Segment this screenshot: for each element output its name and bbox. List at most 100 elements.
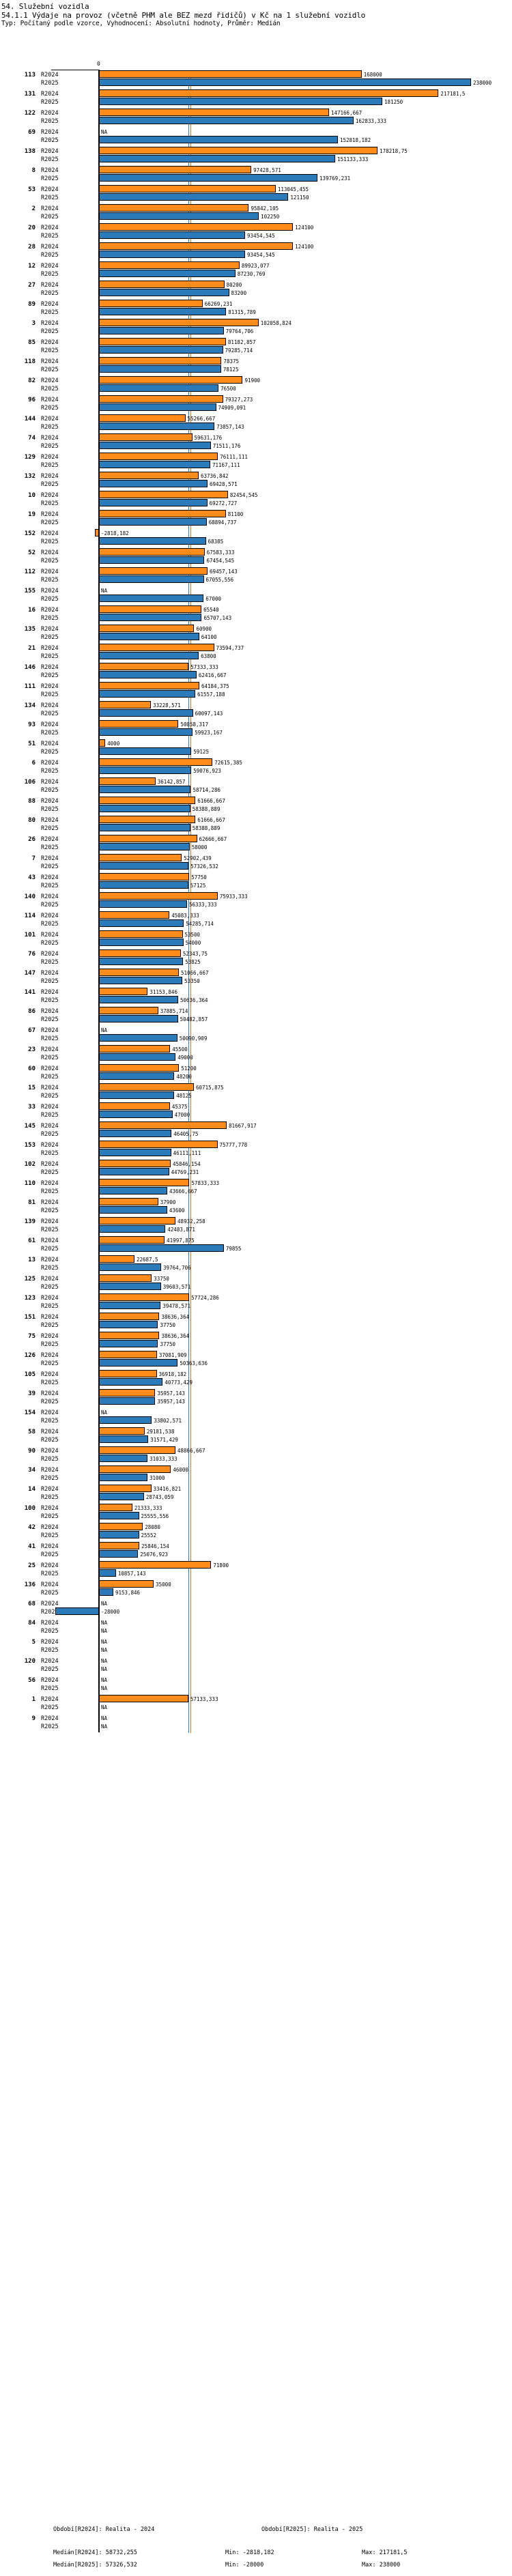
- bar-r2025[interactable]: [99, 939, 184, 946]
- bar-r2024[interactable]: [99, 969, 179, 976]
- bar-r2024[interactable]: [99, 109, 329, 116]
- bar-r2024[interactable]: [99, 625, 195, 632]
- bar-r2025[interactable]: [99, 786, 191, 793]
- bar-r2024[interactable]: [99, 510, 226, 517]
- bar-r2025[interactable]: [99, 1531, 139, 1539]
- bar-r2025[interactable]: [99, 1244, 224, 1252]
- bar-r2025[interactable]: [99, 671, 197, 678]
- bar-r2024[interactable]: [99, 1217, 176, 1225]
- bar-r2025[interactable]: [99, 556, 205, 564]
- bar-r2025[interactable]: [99, 862, 189, 870]
- bar-r2024[interactable]: [99, 1542, 140, 1549]
- bar-r2025[interactable]: [99, 919, 184, 927]
- bar-r2025[interactable]: [99, 270, 236, 277]
- bar-r2024[interactable]: [99, 1580, 154, 1588]
- bar-r2025[interactable]: [99, 518, 207, 526]
- bar-r2024[interactable]: [99, 816, 196, 823]
- bar-r2025[interactable]: [99, 805, 190, 812]
- bar-r2025[interactable]: [99, 1111, 173, 1118]
- bar-r2024[interactable]: [99, 166, 252, 173]
- bar-r2024[interactable]: [99, 663, 189, 670]
- bar-r2025[interactable]: [99, 1588, 113, 1596]
- bar-r2024[interactable]: [99, 414, 186, 422]
- bar-r2025[interactable]: [99, 1435, 149, 1443]
- bar-r2024[interactable]: [99, 1236, 165, 1244]
- bar-r2025[interactable]: [99, 1091, 175, 1099]
- bar-r2024[interactable]: [99, 605, 202, 613]
- bar-r2025[interactable]: [99, 747, 192, 755]
- bar-r2025[interactable]: [99, 1493, 144, 1500]
- bar-r2024[interactable]: [99, 892, 218, 900]
- bar-r2024[interactable]: [99, 1141, 218, 1148]
- bar-r2025[interactable]: [99, 1263, 162, 1271]
- bar-r2024[interactable]: [99, 376, 243, 384]
- bar-r2024[interactable]: [99, 930, 183, 938]
- bar-r2024[interactable]: [99, 854, 182, 861]
- bar-r2024[interactable]: [99, 89, 439, 97]
- bar-r2025[interactable]: [99, 1053, 176, 1061]
- bar-r2025[interactable]: [99, 633, 199, 640]
- bar-r2024[interactable]: [99, 873, 190, 881]
- bar-r2024[interactable]: [99, 949, 181, 957]
- bar-r2024[interactable]: [99, 338, 226, 345]
- bar-r2025[interactable]: [99, 308, 227, 315]
- bar-r2024[interactable]: [99, 1485, 152, 1492]
- bar-r2024[interactable]: [99, 835, 197, 842]
- bar-r2024[interactable]: [99, 1293, 190, 1301]
- bar-r2025[interactable]: [99, 1569, 116, 1577]
- bar-r2025[interactable]: [99, 155, 336, 162]
- bar-r2024[interactable]: [99, 491, 228, 498]
- bar-r2025[interactable]: [99, 767, 192, 774]
- bar-r2025[interactable]: [99, 231, 245, 239]
- bar-r2025[interactable]: [99, 1149, 171, 1156]
- bar-r2025[interactable]: [99, 346, 223, 354]
- bar-r2025[interactable]: [99, 958, 184, 965]
- bar-r2025[interactable]: [99, 1416, 152, 1424]
- bar-r2024[interactable]: [99, 357, 222, 364]
- bar-r2025[interactable]: [99, 499, 208, 506]
- bar-r2024[interactable]: [99, 1351, 157, 1358]
- bar-r2024[interactable]: [99, 472, 199, 479]
- bar-r2025[interactable]: [99, 480, 208, 487]
- bar-r2024[interactable]: [99, 433, 193, 441]
- bar-r2025[interactable]: [99, 461, 210, 468]
- bar-r2024[interactable]: [99, 739, 106, 747]
- bar-r2024[interactable]: [99, 147, 378, 154]
- bar-r2025[interactable]: [99, 117, 354, 124]
- bar-r2025[interactable]: [99, 728, 193, 736]
- bar-r2024[interactable]: [99, 988, 148, 995]
- bar-r2024[interactable]: [99, 1313, 160, 1320]
- bar-r2024[interactable]: [99, 1695, 188, 1702]
- bar-r2024[interactable]: [99, 453, 218, 460]
- bar-r2024[interactable]: [99, 1523, 143, 1530]
- bar-r2024[interactable]: [99, 1179, 190, 1186]
- bar-r2025[interactable]: [99, 537, 206, 545]
- bar-r2024[interactable]: [99, 1465, 171, 1473]
- bar-r2024[interactable]: [99, 682, 199, 689]
- bar-r2025[interactable]: [99, 1397, 156, 1405]
- bar-r2025[interactable]: [99, 1283, 161, 1290]
- bar-r2025[interactable]: [99, 900, 187, 908]
- bar-r2025[interactable]: [99, 212, 259, 220]
- bar-r2024[interactable]: [99, 185, 276, 192]
- bar-r2024[interactable]: [99, 1160, 171, 1167]
- bar-r2024[interactable]: [99, 1446, 175, 1454]
- bar-r2025[interactable]: [99, 1072, 175, 1080]
- bar-r2024[interactable]: [99, 1007, 158, 1014]
- bar-r2025[interactable]: [99, 614, 202, 621]
- bar-r2025[interactable]: [99, 1225, 166, 1233]
- bar-r2025[interactable]: [99, 98, 383, 105]
- bar-r2024[interactable]: [99, 567, 208, 575]
- bar-r2025[interactable]: [99, 193, 289, 201]
- bar-r2025[interactable]: [55, 1607, 99, 1615]
- bar-r2025[interactable]: [99, 595, 204, 602]
- bar-r2025[interactable]: [99, 575, 204, 583]
- bar-r2024[interactable]: [99, 1370, 157, 1377]
- bar-r2025[interactable]: [99, 1474, 147, 1481]
- bar-r2025[interactable]: [99, 403, 216, 411]
- bar-r2025[interactable]: [99, 996, 178, 1003]
- bar-r2024[interactable]: [99, 1427, 145, 1435]
- bar-r2024[interactable]: [99, 1561, 212, 1569]
- bar-r2024[interactable]: [99, 223, 294, 231]
- bar-r2024[interactable]: [99, 1121, 227, 1129]
